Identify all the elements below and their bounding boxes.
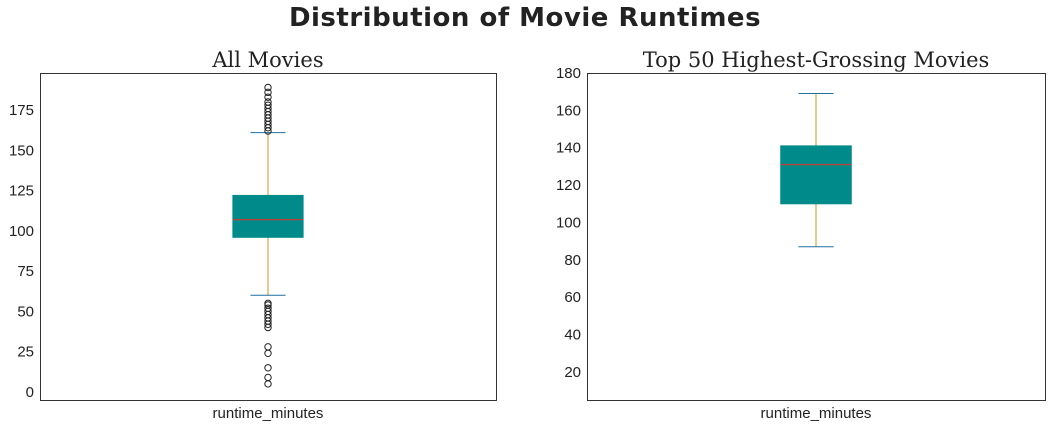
- y-tick-label: 175: [9, 102, 34, 119]
- y-tick-label: 50: [17, 303, 34, 320]
- outlier-point: [264, 343, 272, 351]
- y-tick-label: 100: [556, 214, 581, 231]
- outlier-point: [264, 93, 272, 101]
- outlier-point: [264, 373, 272, 382]
- subplot-all-movies: All Movies 0 25 50 75 100 125 150 175 runtime_min…: [9, 48, 497, 422]
- outlier-point: [264, 299, 272, 308]
- y-tick-label: 0: [26, 384, 34, 401]
- axis-title: Top 50 Highest-Grossing Movies: [643, 48, 990, 72]
- x-tick-label: runtime_minutes: [213, 405, 324, 422]
- outlier-point: [264, 98, 272, 106]
- y-tick-label: 125: [9, 183, 34, 200]
- axis-title: All Movies: [211, 48, 323, 72]
- axis-frame: [40, 73, 497, 401]
- x-tick-label: runtime_minutes: [761, 405, 872, 422]
- y-tick-label: 120: [556, 177, 581, 194]
- iqr-box: [232, 194, 304, 238]
- y-tick-label: 40: [564, 327, 581, 344]
- y-tick-label: 150: [9, 142, 34, 159]
- outlier-point: [264, 349, 272, 357]
- outlier-point: [264, 380, 272, 388]
- outlier-point: [264, 101, 272, 109]
- y-tick-label: 20: [564, 364, 581, 381]
- y-tick-label: 100: [9, 223, 34, 240]
- y-tick-label: 180: [556, 65, 581, 82]
- figure-suptitle: Distribution of Movie Runtimes: [289, 3, 761, 33]
- y-tick-label: 160: [556, 102, 581, 119]
- axis-frame: [587, 73, 1046, 401]
- y-tick-label: 80: [564, 252, 581, 269]
- outlier-point: [264, 88, 272, 97]
- iqr-box: [780, 145, 852, 205]
- y-tick-label: 60: [564, 289, 581, 306]
- outlier-point: [264, 304, 272, 312]
- outlier-point: [264, 364, 272, 372]
- outlier-point: [264, 83, 272, 92]
- y-tick-label: 140: [556, 140, 581, 157]
- y-tick-label: 75: [17, 263, 34, 280]
- y-tick-label: 25: [17, 344, 34, 361]
- subplot-top-50: Top 50 Highest-Grossing Movies 20 40 60 80 10…: [556, 48, 1046, 422]
